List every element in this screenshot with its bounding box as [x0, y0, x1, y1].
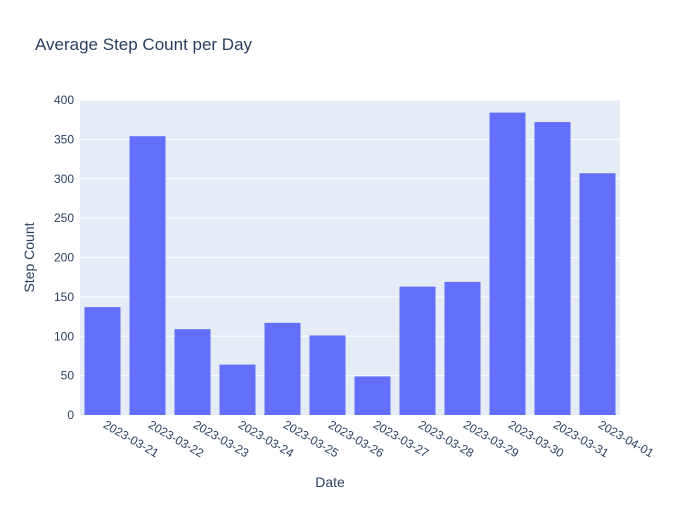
- y-tick-label: 250: [54, 211, 74, 225]
- bar-2023-03-27[interactable]: [354, 376, 391, 415]
- bar-series: [84, 112, 616, 416]
- y-tick-label: 100: [54, 329, 74, 343]
- bar-2023-03-28[interactable]: [399, 286, 436, 415]
- bar-2023-03-24[interactable]: [219, 364, 256, 415]
- y-tick-label: 200: [54, 251, 74, 265]
- y-tick-label: 350: [54, 132, 74, 146]
- bar-2023-03-21[interactable]: [84, 307, 121, 415]
- y-axis-ticks: 0 50 100 150 200 250 300 350 400: [54, 93, 74, 422]
- gridlines: [80, 99, 620, 377]
- y-tick-label: 50: [61, 369, 75, 383]
- y-tick-label: 300: [54, 172, 74, 186]
- bar-2023-03-31[interactable]: [534, 122, 571, 416]
- bar-2023-03-23[interactable]: [174, 329, 211, 415]
- x-axis-ticks: 2023-03-212023-03-222023-03-232023-03-24…: [101, 417, 656, 460]
- bar-2023-04-01[interactable]: [579, 173, 616, 415]
- y-tick-label: 0: [67, 408, 74, 422]
- bar-2023-03-22[interactable]: [129, 136, 166, 415]
- bar-2023-03-25[interactable]: [264, 322, 301, 415]
- x-axis-title: Date: [315, 474, 345, 490]
- bar-2023-03-30[interactable]: [489, 112, 526, 415]
- y-tick-label: 150: [54, 290, 74, 304]
- chart-title: Average Step Count per Day: [35, 35, 253, 54]
- bar-2023-03-26[interactable]: [309, 335, 346, 415]
- y-axis-title: Step Count: [21, 222, 37, 292]
- bar-2023-03-29[interactable]: [444, 281, 481, 415]
- y-tick-label: 400: [54, 93, 74, 107]
